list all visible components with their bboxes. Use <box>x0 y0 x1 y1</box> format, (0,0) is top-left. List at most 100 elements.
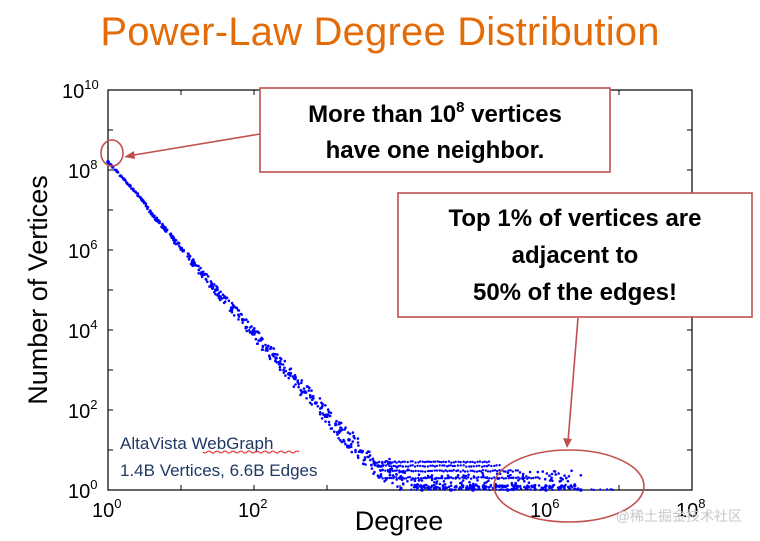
data-point <box>138 195 142 199</box>
data-point <box>462 474 465 477</box>
data-point <box>346 431 350 434</box>
data-point <box>447 464 450 467</box>
data-point <box>437 477 440 480</box>
data-point <box>192 260 196 263</box>
data-point <box>486 470 490 473</box>
data-point <box>467 473 470 477</box>
data-point <box>410 469 413 473</box>
data-point <box>403 477 406 480</box>
data-point <box>538 477 541 480</box>
data-point <box>173 240 176 244</box>
data-point <box>164 226 167 229</box>
data-point <box>318 413 322 416</box>
data-point <box>514 469 517 472</box>
data-point <box>340 428 344 432</box>
data-point <box>335 423 338 426</box>
data-point <box>182 249 185 253</box>
data-point <box>230 310 234 314</box>
data-point <box>378 464 382 468</box>
data-point <box>472 465 475 468</box>
data-point <box>388 476 391 480</box>
data-point <box>188 254 192 258</box>
data-point <box>321 402 324 406</box>
data-point <box>206 280 209 284</box>
data-point <box>563 474 566 477</box>
data-point <box>448 469 451 472</box>
data-point <box>447 460 451 463</box>
data-point <box>461 469 465 472</box>
data-point <box>272 347 276 350</box>
data-point <box>440 469 443 472</box>
data-point <box>390 476 393 480</box>
data-point <box>452 469 455 472</box>
data-point <box>456 464 460 467</box>
data-point <box>351 440 355 443</box>
data-point <box>395 469 398 472</box>
data-point <box>452 461 455 464</box>
data-point <box>329 427 333 430</box>
data-point <box>523 477 526 480</box>
data-point <box>386 469 390 472</box>
data-point <box>429 464 432 467</box>
data-point <box>388 471 392 474</box>
data-point <box>420 479 424 482</box>
data-point <box>427 460 431 463</box>
data-point <box>469 477 473 480</box>
data-point <box>478 460 482 463</box>
data-point <box>566 479 570 483</box>
data-point <box>136 194 139 198</box>
data-point <box>454 484 458 488</box>
data-point <box>428 469 432 473</box>
data-point <box>234 306 237 309</box>
x-tick-label-6: 106 <box>530 496 559 522</box>
data-point <box>438 482 442 486</box>
data-point <box>481 474 485 477</box>
data-point <box>609 488 612 491</box>
data-point <box>264 343 267 347</box>
data-point <box>450 476 453 479</box>
data-point <box>333 430 336 434</box>
data-point <box>449 484 453 488</box>
data-point <box>565 476 568 480</box>
data-point <box>426 469 430 473</box>
callout-box-top-vertices <box>397 192 753 318</box>
y-tick-label-6: 106 <box>68 237 97 263</box>
data-point <box>518 484 522 488</box>
data-point <box>186 255 189 258</box>
data-point <box>149 209 152 212</box>
data-point <box>401 465 405 468</box>
data-point <box>407 465 410 468</box>
data-point <box>487 464 490 467</box>
data-point <box>241 317 244 321</box>
data-point <box>396 485 399 488</box>
data-point <box>451 477 455 480</box>
data-point <box>193 263 197 267</box>
data-point <box>433 460 437 463</box>
data-point <box>468 481 471 484</box>
data-point <box>321 412 325 415</box>
data-point <box>438 464 441 467</box>
data-point <box>428 476 431 479</box>
data-point <box>319 407 322 410</box>
data-point <box>465 488 468 491</box>
data-point <box>605 488 609 491</box>
data-point <box>256 342 260 345</box>
data-point <box>237 318 240 321</box>
data-point <box>220 297 223 300</box>
data-point <box>413 483 417 487</box>
data-point <box>551 484 555 488</box>
data-point <box>592 488 596 492</box>
data-point <box>406 480 409 483</box>
data-point <box>357 444 360 447</box>
data-point <box>576 488 579 492</box>
data-point <box>239 312 243 316</box>
data-point <box>395 478 399 481</box>
data-point <box>528 470 532 474</box>
data-point <box>451 488 454 491</box>
data-point <box>419 477 423 480</box>
data-point <box>222 296 226 300</box>
data-point <box>517 479 520 482</box>
y-axis-label: Number of Vertices <box>23 175 53 405</box>
data-point <box>438 469 441 472</box>
